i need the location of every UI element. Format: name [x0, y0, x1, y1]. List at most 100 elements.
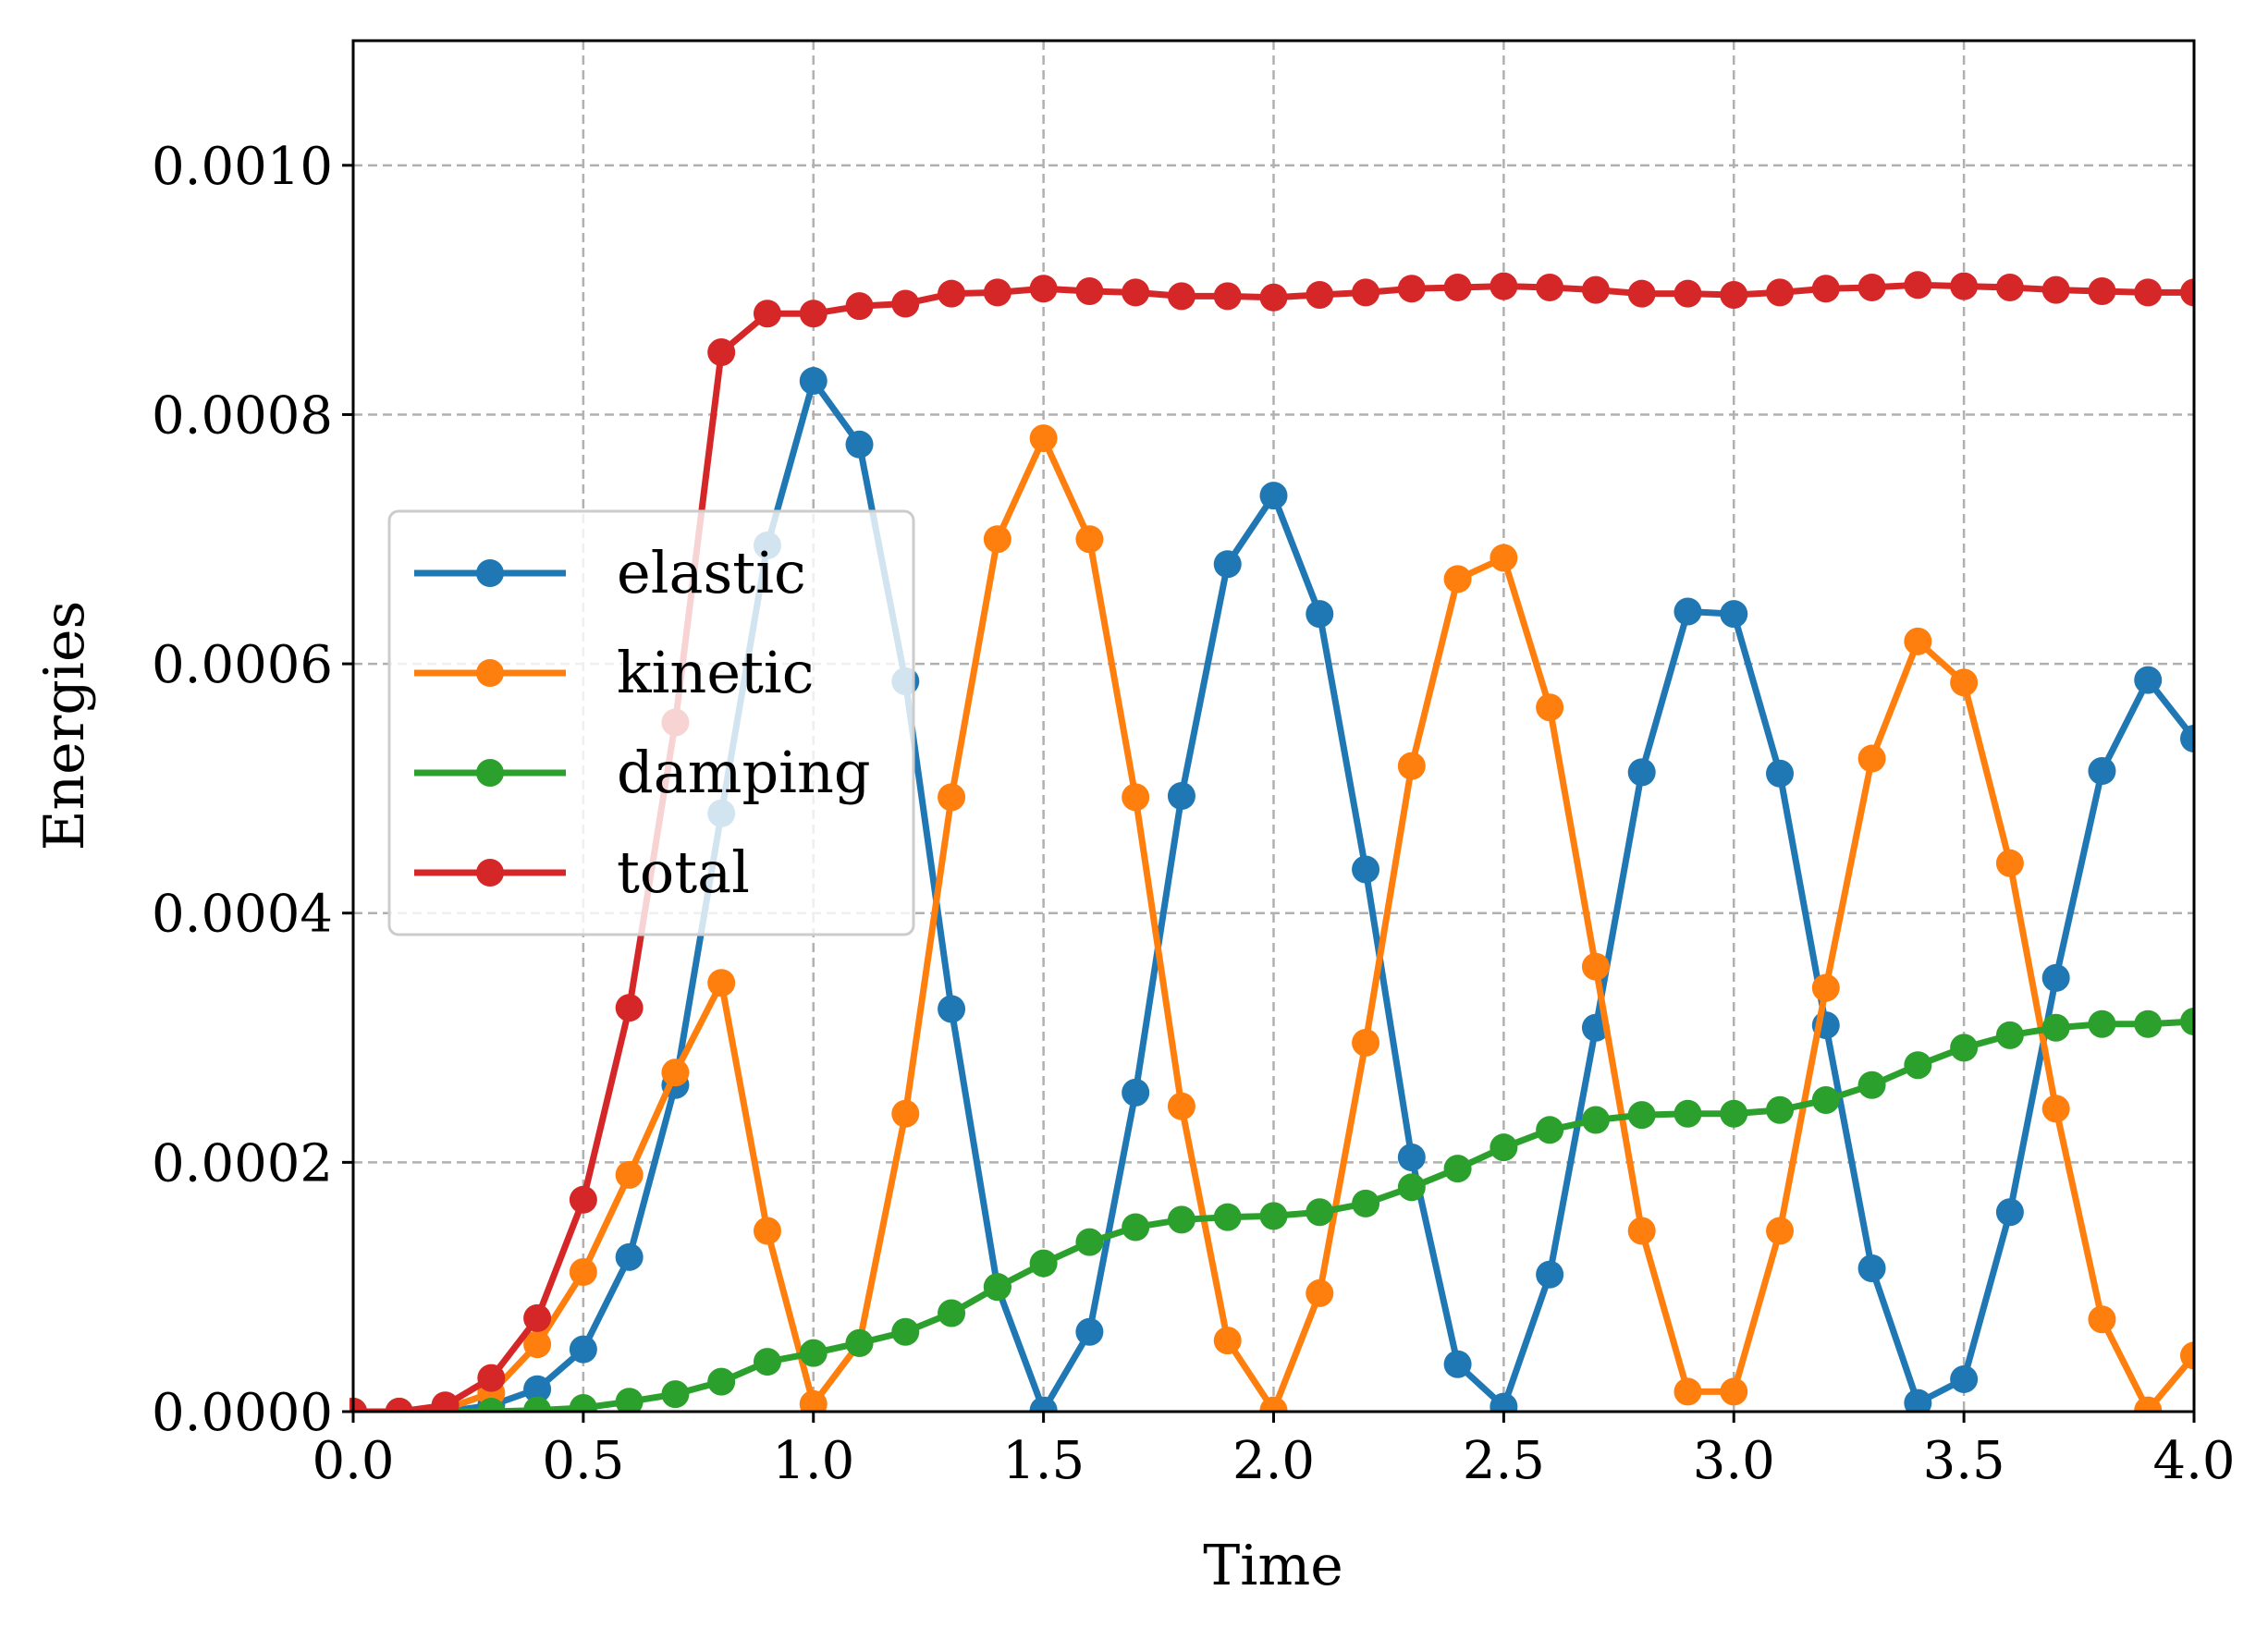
kinetic-point	[661, 1058, 690, 1087]
elastic-point	[1673, 597, 1702, 626]
damping-point	[1167, 1205, 1195, 1234]
total-point	[1122, 278, 1150, 307]
kinetic-point	[891, 1099, 920, 1128]
damping-point	[1673, 1099, 1702, 1128]
kinetic-point	[707, 969, 736, 997]
legend-label: elastic	[617, 539, 806, 606]
total-point	[753, 300, 781, 328]
x-tick-label: 4.0	[2152, 1431, 2235, 1491]
damping-point	[753, 1348, 781, 1376]
damping-point	[1397, 1173, 1426, 1202]
y-tick-label: 0.0008	[152, 385, 333, 446]
total-point	[569, 1185, 597, 1214]
kinetic-point	[2088, 1305, 2116, 1334]
damping-point	[1490, 1133, 1518, 1162]
series-damping	[349, 1008, 2194, 1412]
elastic-point	[1029, 1396, 1058, 1412]
elastic-point	[1995, 1198, 2024, 1227]
kinetic-point	[1029, 424, 1058, 453]
elastic-point	[1766, 759, 1795, 788]
damping-point	[1766, 1095, 1795, 1124]
legend-item-kinetic: kinetic	[414, 639, 815, 706]
x-tick-label: 3.0	[1693, 1431, 1775, 1491]
elastic-point	[1259, 482, 1288, 510]
total-point	[799, 300, 828, 328]
legend-label: damping	[617, 739, 871, 806]
y-tick-label: 0.0006	[152, 635, 333, 695]
data-series	[349, 271, 2194, 1412]
total-point	[1536, 273, 1564, 301]
damping-point	[1720, 1099, 1748, 1128]
elastic-point	[1397, 1143, 1426, 1171]
damping-point	[799, 1339, 828, 1367]
total-point	[1811, 275, 1840, 303]
y-axis-label: Energies	[32, 601, 97, 851]
elastic-point	[2134, 666, 2163, 694]
total-point	[1167, 282, 1195, 311]
kinetic-point	[1904, 627, 1932, 655]
legend: elastic kinetic damping total	[387, 509, 915, 936]
elastic-point	[2088, 757, 2116, 786]
damping-point	[938, 1299, 966, 1327]
damping-point	[983, 1273, 1011, 1302]
damping-point	[891, 1317, 920, 1346]
total-point	[615, 994, 644, 1022]
elastic-point	[1857, 1254, 1886, 1282]
kinetic-point	[523, 1330, 552, 1359]
elastic-point	[845, 430, 874, 459]
total-point	[1857, 273, 1886, 301]
damping-point	[1811, 1085, 1840, 1114]
total-point	[1029, 275, 1058, 303]
kinetic-point	[2180, 1341, 2194, 1370]
damping-point	[661, 1380, 690, 1409]
kinetic-point	[1443, 565, 1472, 593]
legend-swatch-marker	[476, 759, 504, 787]
kinetic-point	[1720, 1377, 1748, 1406]
legend-item-damping: damping	[414, 739, 871, 806]
kinetic-point	[1811, 973, 1840, 1002]
total-point	[1443, 273, 1472, 301]
damping-point	[845, 1328, 874, 1357]
elastic-point	[938, 995, 966, 1023]
legend-label: kinetic	[617, 639, 815, 706]
damping-point	[1352, 1189, 1380, 1217]
total-point	[1581, 275, 1610, 304]
x-tick-label: 3.5	[1923, 1431, 2005, 1491]
total-point	[1673, 279, 1702, 308]
total-point	[1075, 276, 1104, 305]
damping-point	[1904, 1051, 1932, 1080]
kinetic-point	[1673, 1377, 1702, 1406]
y-tick-label: 0.0002	[152, 1133, 333, 1193]
total-point	[1352, 278, 1380, 307]
total-point	[845, 292, 874, 321]
total-point	[431, 1391, 460, 1412]
elastic-point	[615, 1242, 644, 1271]
total-point	[983, 278, 1011, 307]
total-point	[1627, 279, 1656, 308]
legend-box	[387, 509, 915, 936]
damping-point	[1443, 1155, 1472, 1183]
damping-point	[1581, 1106, 1610, 1134]
x-tick-label: 0.0	[312, 1431, 394, 1491]
damping-point	[1259, 1202, 1288, 1230]
series-kinetic	[349, 424, 2194, 1412]
damping-point	[1536, 1116, 1564, 1144]
elastic-point	[1490, 1392, 1518, 1412]
damping-point	[615, 1388, 644, 1412]
total-point	[1904, 271, 1932, 300]
elastic-point	[1167, 781, 1195, 810]
total-point	[385, 1398, 413, 1412]
damping-point	[707, 1367, 736, 1396]
x-tick-label: 2.5	[1463, 1431, 1545, 1491]
elastic-point	[2041, 963, 2070, 992]
x-tick-label: 2.0	[1232, 1431, 1315, 1491]
total-point	[1995, 273, 2024, 301]
damping-point	[1213, 1203, 1242, 1231]
kinetic-point	[1627, 1217, 1656, 1245]
damping-point	[2180, 1008, 2194, 1036]
damping-point	[1029, 1249, 1058, 1278]
total-point	[2180, 278, 2194, 307]
legend-swatch-marker	[476, 559, 504, 587]
kinetic-point	[1490, 544, 1518, 572]
